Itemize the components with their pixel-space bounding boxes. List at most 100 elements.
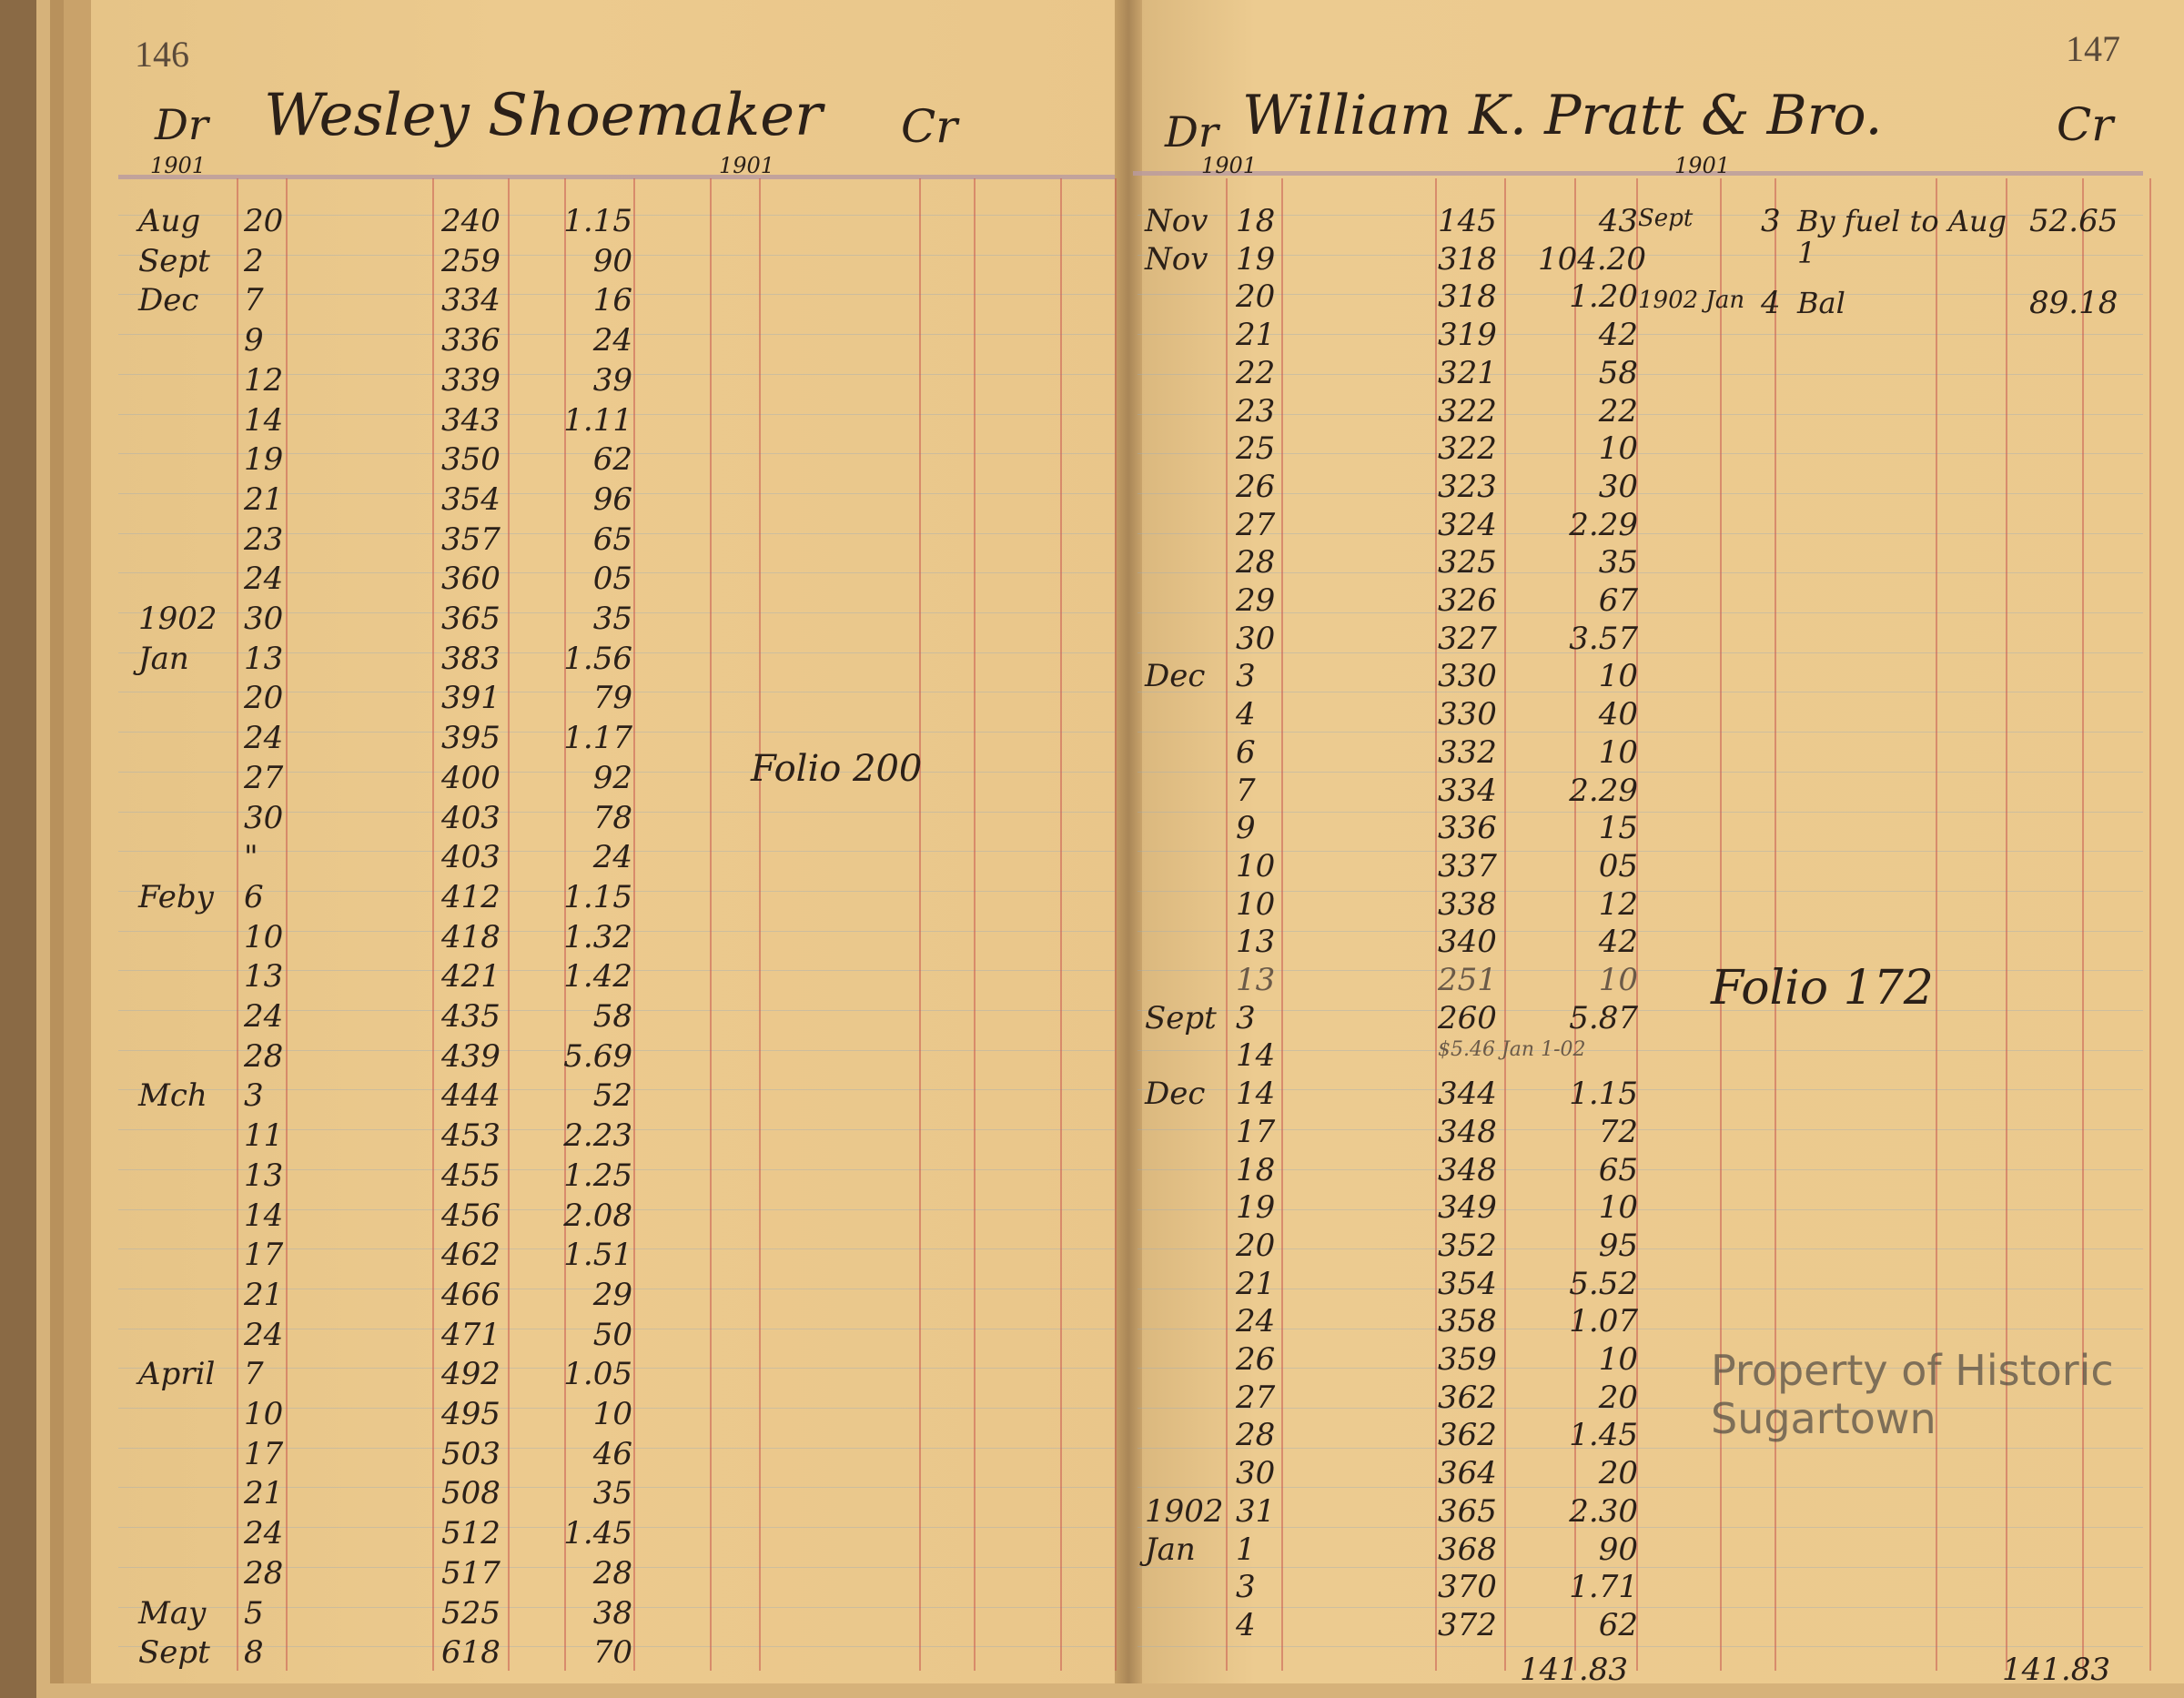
right-credit-amount: 89.18 [2029, 285, 2118, 321]
right-column-rule [1574, 178, 1576, 1671]
right-row-line [1138, 1010, 2143, 1011]
right-page-month: Sept [1145, 999, 1217, 1036]
left-year-debit: 1901 [150, 153, 207, 178]
right-row-line [1138, 1646, 2143, 1648]
right-row-line [1138, 1168, 2143, 1170]
right-page-day: 6 [1236, 733, 1256, 771]
right-page-folio: 330 [1438, 658, 1497, 695]
right-credit-month: Sept [1638, 205, 1694, 232]
left-row-line [118, 572, 1115, 574]
right-page-folio: 362 [1438, 1379, 1497, 1416]
right-page-amount: 2.30 [1569, 1492, 1638, 1530]
right-row-line [1138, 612, 2143, 613]
right-row-line [1138, 771, 2143, 773]
left-page-amount: 46 [592, 1435, 632, 1472]
left-page-folio: 495 [441, 1396, 500, 1432]
left-page-amount: 1.05 [563, 1356, 632, 1393]
left-page-month: Jan [138, 640, 189, 677]
right-row-line [1138, 851, 2143, 853]
right-credit-month: 1902 Jan [1638, 287, 1745, 314]
right-page-day: 22 [1236, 354, 1276, 391]
left-page-amount: 62 [592, 441, 632, 479]
left-row-line [118, 851, 1115, 853]
left-page-day: 14 [244, 1197, 284, 1234]
right-page-amount: 10 [1598, 1189, 1638, 1227]
right-page-day: 29 [1236, 582, 1276, 619]
book-gutter [1115, 0, 1142, 1683]
right-year-debit: 1901 [1201, 153, 1258, 178]
right-credit-amount: 52.65 [2029, 203, 2118, 239]
right-page-folio: 368 [1438, 1531, 1497, 1568]
left-row-line [118, 1447, 1115, 1449]
left-row-line [118, 1606, 1115, 1608]
left-page-amount: 29 [592, 1276, 632, 1313]
left-page-folio: 455 [441, 1157, 500, 1194]
left-page-amount: 96 [592, 480, 632, 518]
right-page-amount: 1.45 [1569, 1417, 1638, 1454]
right-row-line [1138, 413, 2143, 415]
right-page-folio: 337 [1438, 847, 1497, 884]
left-page-amount: 79 [592, 680, 632, 717]
right-column-rule [1636, 178, 1638, 1671]
right-row-line [1138, 453, 2143, 455]
left-page-folio: 512 [441, 1515, 500, 1552]
left-page-day: 20 [244, 680, 284, 717]
right-dr-label: Dr [1165, 107, 1218, 157]
right-column-rule [1226, 178, 1228, 1671]
right-cr-label: Cr [2057, 98, 2114, 151]
right-page-amount: 2.29 [1569, 506, 1638, 543]
right-page-amount: 62 [1598, 1606, 1638, 1643]
right-page-folio: 344 [1438, 1076, 1497, 1113]
right-row-line [1138, 1527, 2143, 1529]
right-page-folio: 322 [1438, 392, 1497, 430]
right-page-amount: 5.52 [1569, 1265, 1638, 1302]
right-page-amount: 15 [1598, 810, 1638, 847]
left-page-folio: 618 [441, 1634, 500, 1672]
left-page-day: " [244, 839, 258, 876]
right-page-day: 26 [1236, 468, 1276, 505]
left-page-day: 8 [244, 1634, 264, 1672]
left-row-line [118, 1566, 1115, 1568]
right-page-day: 7 [1236, 772, 1256, 809]
left-page-month: Aug [138, 203, 201, 239]
left-page-day: 24 [244, 720, 284, 757]
right-page-folio: 334 [1438, 772, 1497, 809]
left-page-day: 2 [244, 242, 264, 279]
left-folio-note: Folio 200 [751, 748, 923, 790]
left-page-day: 24 [244, 998, 284, 1035]
left-page-amount: 1.42 [563, 958, 632, 996]
right-page-day: 4 [1236, 696, 1256, 733]
left-page-folio: 525 [441, 1594, 500, 1632]
right-page-month: 1902 [1145, 1492, 1224, 1530]
right-page-day: 17 [1236, 1113, 1276, 1150]
left-page-month: Mch [138, 1077, 207, 1115]
left-page-day: 13 [244, 958, 284, 996]
right-page-day: 27 [1236, 506, 1276, 543]
left-page-folio: 357 [441, 521, 500, 558]
left-page-day: 13 [244, 640, 284, 677]
left-page-folio: 259 [441, 242, 500, 279]
left-column-rule [508, 178, 510, 1671]
left-row-line [118, 612, 1115, 613]
left-row-line [118, 732, 1115, 733]
left-page-day: 3 [244, 1077, 264, 1115]
right-page-folio: 348 [1438, 1113, 1497, 1150]
right-page-day: 14 [1236, 1076, 1276, 1113]
right-page-month: Nov [1145, 203, 1208, 239]
right-row-line [1138, 652, 2143, 653]
left-row-line [118, 373, 1115, 375]
left-page-amount: 1.56 [563, 640, 632, 677]
right-page-day: 30 [1236, 1455, 1276, 1492]
left-page-folio: 439 [441, 1037, 500, 1075]
left-page-folio: 492 [441, 1356, 500, 1393]
left-page-day: 7 [244, 1356, 264, 1393]
right-page-folio: 319 [1438, 317, 1497, 354]
right-page-folio: 327 [1438, 620, 1497, 657]
left-page-day: 24 [244, 1316, 284, 1353]
right-page-folio: 372 [1438, 1606, 1497, 1643]
right-page-day: 3 [1236, 658, 1256, 695]
left-page-amount: 2.08 [563, 1197, 632, 1234]
right-page-amount: 12 [1598, 885, 1638, 923]
left-page-day: 13 [244, 1157, 284, 1194]
left-row-line [118, 970, 1115, 972]
